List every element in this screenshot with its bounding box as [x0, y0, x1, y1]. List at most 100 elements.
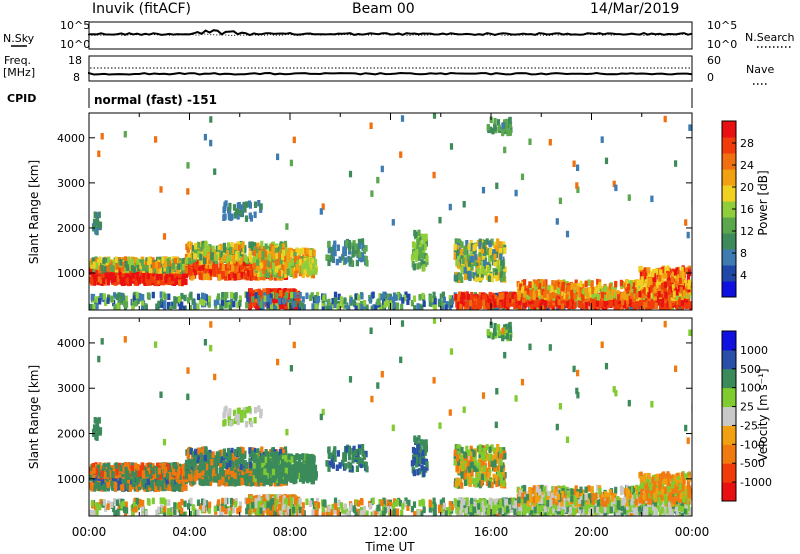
power-cell: [561, 284, 565, 292]
power-cell: [357, 294, 361, 301]
power-cell: [239, 257, 243, 265]
power-cell: [317, 296, 321, 303]
power-cell: [360, 292, 364, 300]
power-cell: [459, 248, 463, 256]
power-cell: [617, 303, 621, 310]
power-cell: [634, 292, 638, 300]
power-cell: [479, 254, 483, 261]
power-cell: [439, 293, 443, 300]
freq-label: Freq.: [4, 54, 32, 67]
power-cell: [259, 262, 263, 270]
power-cell: [246, 270, 250, 277]
power-cell: [322, 294, 326, 301]
power-cell: [244, 272, 248, 280]
power-cell: [180, 279, 184, 287]
power-cell: [339, 296, 343, 303]
power-cell: [131, 272, 135, 279]
power-cell: [294, 292, 298, 299]
power-cell: [605, 298, 609, 305]
power-cell: [165, 267, 169, 274]
power-cell: [137, 278, 141, 285]
power-cell: [578, 301, 582, 309]
beam-title: Beam 00: [352, 1, 415, 17]
power-cell: [305, 292, 309, 300]
power-cell: [627, 283, 631, 290]
power-cell: [110, 274, 114, 282]
power-cell: [309, 294, 313, 302]
power-cell: [301, 296, 305, 303]
power-cell: [649, 292, 653, 299]
power-cell: [154, 261, 158, 268]
power-cell: [265, 249, 269, 256]
power-cell: [117, 275, 121, 282]
power-cell: [173, 296, 177, 303]
power-cell: [89, 276, 93, 283]
power-cell: [423, 252, 427, 260]
power-cell: [201, 292, 205, 300]
power-cell: [414, 231, 418, 238]
power-cell: [416, 263, 420, 270]
power-cell: [159, 291, 163, 298]
power-cell: [197, 250, 201, 258]
power-cell: [270, 302, 274, 310]
power-cell: [213, 168, 217, 175]
power-cell: [581, 303, 585, 310]
power-cell: [213, 270, 217, 277]
power-cell: [473, 272, 477, 279]
power-cell: [415, 255, 419, 262]
power-cell: [171, 263, 176, 270]
power-cell: [187, 252, 191, 260]
power-cell: [92, 218, 97, 226]
power-cell: [150, 276, 155, 283]
power-cell: [632, 295, 636, 303]
power-cell: [141, 264, 145, 272]
power-cell: [257, 270, 261, 277]
power-cell: [524, 296, 528, 303]
power-cell: [380, 293, 384, 301]
power-heatmap: [89, 113, 692, 310]
power-cell: [562, 297, 566, 304]
power-cell: [106, 265, 110, 272]
power-cell: [521, 286, 525, 294]
power-cell: [336, 244, 340, 251]
power-cell: [305, 247, 309, 255]
nsearch-trace: [88, 33, 693, 37]
power-cell: [341, 253, 345, 261]
power-cell: [210, 253, 214, 260]
power-cell: [548, 302, 553, 309]
power-cell: [396, 302, 400, 309]
power-cell: [612, 180, 616, 188]
power-cell: [276, 153, 280, 161]
power-cell: [176, 274, 180, 281]
freq-unit-label: [MHz]: [3, 66, 36, 79]
power-cell: [418, 262, 422, 269]
power-cell: [154, 279, 158, 287]
power-cell: [676, 298, 680, 306]
power-cell: [650, 195, 654, 203]
power-cell: [253, 211, 257, 218]
power-cell: [141, 272, 146, 279]
power-cell: [181, 258, 185, 265]
power-cell: [413, 305, 417, 310]
power-cell: [274, 266, 279, 273]
power-cell: [261, 250, 265, 258]
power-cell: [178, 279, 182, 286]
power-cell: [663, 115, 667, 123]
power-cell: [650, 285, 654, 292]
power-cell: [342, 249, 346, 256]
power-cell: [245, 291, 249, 299]
power-cell: [623, 301, 627, 309]
power-cell: [460, 266, 464, 274]
power-cell: [477, 297, 481, 304]
power-cell: [239, 210, 244, 218]
power-cell: [684, 267, 688, 274]
power-cell: [257, 256, 261, 263]
power-cell: [463, 261, 468, 269]
power-cell: [647, 292, 651, 299]
power-cell: [220, 299, 225, 307]
power-cell: [142, 277, 146, 284]
power-cell: [418, 294, 422, 301]
power-cell: [223, 254, 227, 262]
power-cell: [428, 294, 432, 302]
power-cell: [458, 257, 462, 264]
